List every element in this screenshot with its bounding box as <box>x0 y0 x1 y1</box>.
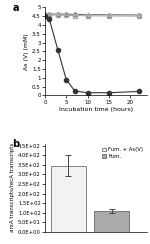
X-axis label: Incubation time (hours): Incubation time (hours) <box>59 107 133 112</box>
Bar <box>94 211 129 232</box>
Text: a: a <box>12 3 19 13</box>
Legend: Fum. + As(V), Fum.: Fum. + As(V), Fum. <box>101 146 144 160</box>
Text: b: b <box>12 139 20 149</box>
Bar <box>51 166 86 232</box>
Y-axis label: arxA transcripts/recA transcripts: arxA transcripts/recA transcripts <box>10 143 15 232</box>
Y-axis label: As (V) (mM): As (V) (mM) <box>24 33 29 70</box>
